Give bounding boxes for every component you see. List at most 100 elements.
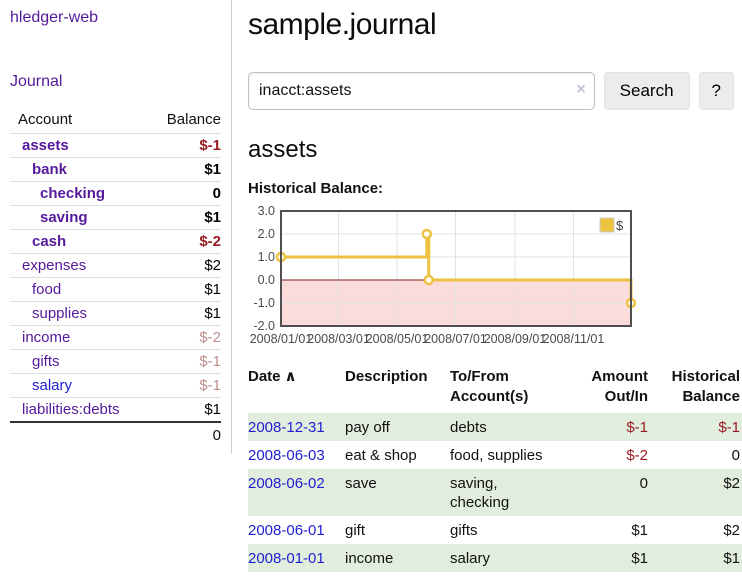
- register-row: 2008-06-02 save saving, checking 0 $2: [248, 469, 742, 516]
- transaction-amount: $1: [631, 550, 648, 567]
- account-row: salary $-1: [10, 373, 221, 397]
- transaction-accounts: saving, checking: [450, 475, 510, 511]
- account-link-gifts[interactable]: gifts: [32, 353, 60, 370]
- account-row: cash $-2: [10, 229, 221, 253]
- account-link-liabilities-debts[interactable]: liabilities:debts: [22, 401, 120, 418]
- x-tick-label: 2008/03/01: [307, 332, 370, 346]
- historical-balance-chart: 2008/01/012008/03/012008/05/012008/07/01…: [250, 204, 637, 346]
- transaction-date-link[interactable]: 2008-06-02: [248, 475, 325, 492]
- transaction-date-link[interactable]: 2008-06-01: [248, 522, 325, 539]
- register-column-label: Historical Balance: [671, 368, 740, 405]
- account-column-header: Account: [18, 111, 73, 128]
- chart-title: Historical Balance:: [248, 180, 384, 197]
- account-link-income[interactable]: income: [22, 329, 71, 346]
- search-input-wrap: ×: [248, 72, 595, 110]
- transaction-date-link[interactable]: 2008-12-31: [248, 419, 325, 436]
- account-row: expenses $2: [10, 253, 221, 277]
- account-row: saving $1: [10, 205, 221, 229]
- register-column-label: To/From Account(s): [450, 368, 529, 405]
- data-point-marker: [421, 228, 433, 240]
- account-balance: $1: [204, 305, 221, 322]
- x-tick-label: 2008/05/01: [366, 332, 429, 346]
- sidebar: hledger-web Journal Account Balance asse…: [0, 0, 232, 454]
- account-link-expenses[interactable]: expenses: [22, 257, 87, 274]
- register-column-header[interactable]: Date ∧: [248, 365, 345, 413]
- x-tick-label: 2008/01/01: [250, 332, 313, 346]
- account-row: supplies $1: [10, 301, 221, 325]
- accounts-table-header: Account Balance: [10, 105, 221, 133]
- account-row: assets $-1: [10, 133, 221, 157]
- app-title-link[interactable]: hledger-web: [10, 9, 99, 26]
- account-balance: $1: [204, 209, 221, 226]
- register-column-header[interactable]: Amount Out/In: [562, 365, 650, 413]
- sidebar-item-journal[interactable]: Journal: [10, 73, 63, 90]
- transaction-amount: $-1: [626, 419, 648, 436]
- account-rows: assets $-1 bank $1 checking 0 saving $1 cash $-2 e…: [10, 133, 221, 421]
- account-link-assets[interactable]: assets: [22, 137, 69, 154]
- register-column-header[interactable]: Historical Balance: [650, 365, 742, 413]
- transaction-balance: $2: [723, 522, 740, 539]
- account-link-food[interactable]: food: [32, 281, 62, 298]
- accounts-total: 0: [10, 421, 221, 448]
- x-tick-label: 2008/11/01: [543, 332, 605, 346]
- y-tick-label: 0.0: [258, 273, 275, 287]
- account-balance: $-2: [199, 329, 221, 346]
- account-row: food $1: [10, 277, 221, 301]
- search-form: × Search ?: [248, 72, 734, 110]
- register-column-label: Description: [345, 368, 428, 385]
- transaction-description: save: [345, 475, 377, 492]
- register-column-header[interactable]: Description: [345, 365, 450, 413]
- sort-asc-icon: ∧: [284, 368, 297, 385]
- transaction-description: pay off: [345, 419, 390, 436]
- transaction-accounts: food, supplies: [450, 447, 543, 464]
- account-balance: $-1: [199, 377, 221, 394]
- transaction-balance: $1: [723, 550, 740, 567]
- transaction-description: income: [345, 550, 394, 567]
- search-input[interactable]: [248, 72, 595, 110]
- account-row: liabilities:debts $1: [10, 397, 221, 421]
- transaction-amount: $-2: [626, 447, 648, 464]
- account-link-bank[interactable]: bank: [32, 161, 68, 178]
- transaction-amount: $1: [631, 522, 648, 539]
- account-link-supplies[interactable]: supplies: [32, 305, 88, 322]
- clear-search-icon[interactable]: ×: [576, 81, 586, 98]
- legend-swatch: [599, 217, 615, 233]
- account-balance: 0: [212, 185, 221, 202]
- register-column-header[interactable]: To/From Account(s): [450, 365, 562, 413]
- y-tick-label: 2.0: [258, 227, 275, 241]
- transaction-description: eat & shop: [345, 447, 417, 464]
- balance-column-header: Balance: [166, 111, 221, 128]
- transaction-amount: 0: [639, 475, 648, 492]
- account-link-salary[interactable]: salary: [32, 377, 73, 394]
- account-row: bank $1: [10, 157, 221, 181]
- plot-border: [280, 210, 632, 327]
- search-help-button[interactable]: ?: [698, 72, 734, 110]
- main-content: sample.journal × Search ? assets Histori…: [232, 0, 742, 572]
- transaction-date-link[interactable]: 2008-01-01: [248, 550, 325, 567]
- y-tick-label: -1.0: [253, 296, 275, 310]
- transaction-accounts: salary: [450, 550, 491, 567]
- transaction-date-link[interactable]: 2008-06-03: [248, 447, 325, 464]
- accounts-table: Account Balance assets $-1 bank $1 checking 0…: [10, 105, 221, 448]
- account-link-saving[interactable]: saving: [40, 209, 88, 226]
- register-row: 2008-06-03 eat & shop food, supplies $-2 0: [248, 441, 742, 469]
- legend-label: $: [616, 218, 624, 233]
- search-button[interactable]: Search: [603, 72, 690, 110]
- x-tick-label: 2008/09/01: [484, 332, 547, 346]
- y-tick-label: -2.0: [253, 319, 275, 333]
- account-balance: $-2: [199, 233, 221, 250]
- account-heading: assets: [248, 136, 318, 163]
- register-row: 2008-01-01 income salary $1 $1: [248, 544, 742, 572]
- page-title: sample.journal: [248, 8, 437, 41]
- account-row: income $-2: [10, 325, 221, 349]
- register-column-label: Amount Out/In: [591, 368, 648, 405]
- transaction-balance: 0: [731, 447, 740, 464]
- x-tick-label: 2008/07/01: [424, 332, 487, 346]
- chart-container: 2008/01/01 2008/03/01 2008/05/01 2008/07/01…: [248, 204, 734, 353]
- transaction-balance: $2: [723, 475, 740, 492]
- y-tick-label: 3.0: [258, 206, 275, 218]
- account-link-checking[interactable]: checking: [40, 185, 106, 202]
- register-row: 2008-12-31 pay off debts $-1 $-1: [248, 413, 742, 441]
- account-link-cash[interactable]: cash: [32, 233, 67, 250]
